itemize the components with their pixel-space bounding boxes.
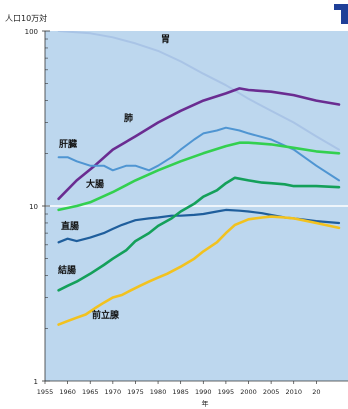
series-line-結腸 (57, 176, 341, 292)
x-tick-label: 1965 (82, 388, 99, 396)
y-axis-label: 人口10万対 (5, 13, 47, 23)
series-label-肺: 肺 (124, 112, 133, 124)
x-tick-label: 1980 (150, 388, 167, 396)
series-label-直腸: 直腸 (61, 220, 79, 232)
x-axis-label: 年 (202, 399, 209, 408)
x-tick-label: 2010 (285, 388, 302, 396)
axes: 100 10 1 1955 1960 1965 1970 1975 1980 1985 1990 19… (25, 28, 348, 396)
y-tick-label: 1 (34, 378, 38, 386)
y-tick-label: 10 (29, 203, 38, 211)
y-tick-label: 100 (25, 28, 38, 36)
series-line-大腸 (57, 141, 341, 212)
x-tick-label: 1975 (127, 388, 144, 396)
x-tick-label: 2005 (263, 388, 280, 396)
x-tick-label: 20 (312, 388, 320, 396)
x-tick-label: 1990 (195, 388, 212, 396)
corner-mark (334, 4, 348, 24)
x-tick-label: 1960 (59, 388, 76, 396)
series-label-肝臓: 肝臓 (59, 138, 77, 150)
series-label-胃: 胃 (161, 34, 170, 45)
series-line-胃 (57, 31, 340, 151)
series-line-直腸 (57, 208, 341, 244)
x-tick-label: 1955 (37, 388, 54, 396)
series-line-前立腺 (57, 215, 341, 326)
x-tick-label: 1985 (172, 388, 189, 396)
x-tick-label: 1995 (218, 388, 235, 396)
x-tick-label: 1970 (105, 388, 122, 396)
x-tick-label: 2000 (240, 388, 257, 396)
series-label-前立腺: 前立腺 (92, 309, 120, 321)
series-lines (57, 31, 341, 326)
series-label-結腸: 結腸 (58, 264, 76, 276)
series-line-肺 (57, 87, 341, 201)
series-line-肝臓 (57, 126, 340, 182)
series-label-大腸: 大腸 (86, 178, 104, 190)
